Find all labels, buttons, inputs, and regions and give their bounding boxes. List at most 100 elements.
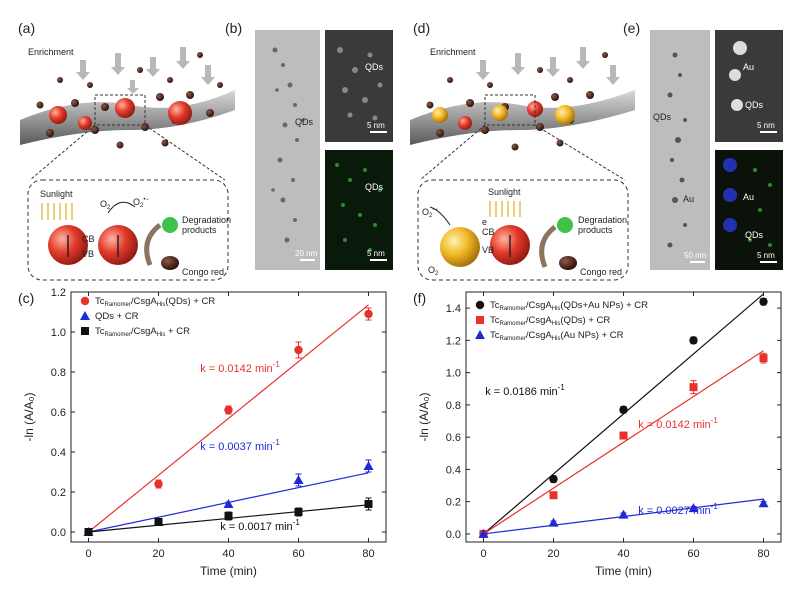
panel-label-d: (d) <box>413 20 431 36</box>
data-point <box>364 500 373 508</box>
svg-text:20 nm: 20 nm <box>295 249 318 258</box>
tem-image-b: QDs 20 nm <box>255 30 320 270</box>
rate-constant-label: k = 0.0142 min-1 <box>638 416 718 431</box>
svg-text:Sunlight: Sunlight <box>488 187 521 197</box>
svg-text:Au: Au <box>683 194 694 204</box>
data-point <box>224 512 233 520</box>
fit-line <box>88 304 369 533</box>
y-tick-label: 0.0 <box>446 529 461 541</box>
series-0 <box>84 304 373 537</box>
y-tick-label: 0.6 <box>51 407 66 419</box>
legend-marker <box>476 316 484 324</box>
panel-label-a: (a) <box>18 20 36 36</box>
legend-label: TcRamomer/CsgAHis + CR <box>95 326 190 338</box>
svg-text:VB: VB <box>82 249 94 259</box>
svg-text:Sunlight: Sunlight <box>40 189 73 199</box>
legend-label: TcRamomer/CsgAHis(Au NPs) + CR <box>490 330 624 342</box>
stem-image-b: QDs 5 nm <box>325 30 393 142</box>
svg-text:Au: Au <box>743 62 754 72</box>
y-tick-label: 0.8 <box>446 400 461 412</box>
rate-constant-label: k = 0.0017 min-1 <box>220 518 300 533</box>
data-point <box>224 405 233 415</box>
data-point <box>293 475 304 484</box>
svg-text:products: products <box>578 225 613 235</box>
sunlight-rays <box>41 203 73 220</box>
panel-label-b: (b) <box>225 20 243 36</box>
tem-image-e: QDs Au 50 nm <box>650 30 710 270</box>
rate-constant-label: k = 0.0142 min-1 <box>200 360 280 375</box>
svg-text:5 nm: 5 nm <box>367 121 385 130</box>
legend-marker <box>475 300 485 310</box>
svg-text:50 nm: 50 nm <box>684 251 707 260</box>
chart-f: 0 20 40 60 80 0.0 0.2 0.4 0.6 0.8 1.0 1.2 1.4 Time (m… <box>417 291 782 578</box>
svg-text:VB: VB <box>482 245 494 255</box>
data-point <box>294 345 303 355</box>
y-axis-title: -ln (A/A₀) <box>22 393 36 442</box>
svg-text:CB: CB <box>82 234 95 244</box>
y-tick-label: 0.4 <box>51 447 66 459</box>
zoom-box <box>94 94 146 126</box>
data-point <box>364 309 373 319</box>
legend-label: QDs + CR <box>95 311 139 322</box>
x-axis-title: Time (min) <box>595 564 652 578</box>
data-point <box>689 383 698 392</box>
svg-text:5 nm: 5 nm <box>757 251 775 260</box>
y-tick-label: 1.2 <box>446 335 461 347</box>
rate-constant-label: k = 0.0186 min-1 <box>485 383 565 398</box>
qd-spheres <box>49 98 192 130</box>
data-point <box>294 508 303 516</box>
stem-image-e: Au QDs 5 nm <box>715 30 783 142</box>
svg-text:Au: Au <box>743 192 754 202</box>
y-tick-label: 0.4 <box>446 464 461 476</box>
data-point <box>758 498 769 508</box>
fiber <box>410 90 635 145</box>
x-tick-label: 60 <box>687 548 699 560</box>
svg-text:QDs: QDs <box>745 100 764 110</box>
y-tick-label: 0.8 <box>51 367 66 379</box>
data-point <box>689 336 698 345</box>
data-point <box>688 503 699 513</box>
legend-marker <box>81 327 89 335</box>
data-point <box>759 297 768 306</box>
svg-text:products: products <box>182 225 217 235</box>
data-point <box>549 474 558 484</box>
svg-text:Congo red: Congo red <box>580 267 622 277</box>
svg-text:QDs: QDs <box>653 112 672 122</box>
x-axis-title: Time (min) <box>200 564 257 578</box>
schematic-d: Enrichment Sunlight CB VB e O2•− O2 Degr… <box>410 47 635 281</box>
x-tick-label: 40 <box>617 548 629 560</box>
svg-text:e: e <box>482 217 487 227</box>
y-tick-label: 0.2 <box>51 487 66 499</box>
svg-text:QDs: QDs <box>295 117 314 127</box>
data-point <box>619 431 628 440</box>
svg-text:QDs: QDs <box>365 62 384 72</box>
series-2 <box>84 497 373 536</box>
fit-line <box>483 350 764 535</box>
svg-text:Congo red: Congo red <box>182 267 224 277</box>
y-tick-label: 1.4 <box>446 303 461 315</box>
au-sphere <box>440 227 480 267</box>
schematic-a: Enrichment Sunlight CB VB O2 <box>20 47 235 281</box>
eds-image-b: QDs 5 nm <box>325 150 393 270</box>
x-tick-label: 80 <box>757 548 769 560</box>
x-tick-label: 0 <box>85 548 91 560</box>
y-tick-label: 1.0 <box>446 368 461 380</box>
y-tick-label: 1.2 <box>51 287 66 299</box>
svg-text:Degradation: Degradation <box>578 215 627 225</box>
svg-text:5 nm: 5 nm <box>367 249 385 258</box>
svg-text:QDs: QDs <box>365 182 384 192</box>
data-point <box>478 528 489 538</box>
svg-text:O2: O2 <box>100 199 111 211</box>
data-point <box>619 405 628 414</box>
legend-marker <box>80 311 90 320</box>
smiley-icon <box>162 217 178 233</box>
legend-label: TcRamomer/CsgAHis(QDs+Au NPs) + CR <box>490 300 648 312</box>
data-point <box>759 354 768 363</box>
x-tick-label: 80 <box>362 548 374 560</box>
x-tick-label: 40 <box>222 548 234 560</box>
rate-constant-label: k = 0.0037 min-1 <box>200 438 280 453</box>
legend-marker <box>80 296 90 306</box>
data-point <box>363 461 374 470</box>
y-tick-label: 0.2 <box>446 497 461 509</box>
svg-text:5 nm: 5 nm <box>757 121 775 130</box>
